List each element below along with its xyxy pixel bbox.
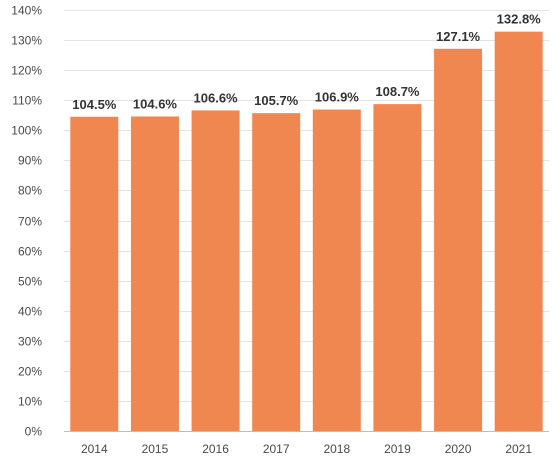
y-tick-label: 110%	[12, 94, 42, 108]
bar-2014	[70, 116, 119, 431]
y-tick-label: 40%	[18, 305, 42, 319]
data-label-2021: 132.8%	[497, 12, 542, 27]
data-label-2017: 105.7%	[254, 93, 299, 108]
y-tick-label: 50%	[18, 275, 42, 289]
y-tick-label: 0%	[25, 425, 43, 439]
x-tick-label-2020: 2020	[445, 442, 472, 456]
bars	[70, 31, 543, 432]
bar-2018	[312, 109, 361, 431]
data-label-2020: 127.1%	[436, 29, 481, 44]
data-label-2018: 106.9%	[315, 90, 360, 105]
y-axis-ticks: 0% 10% 20% 30% 40% 50% 60% 70% 80% 90% 100% 110% 120…	[11, 4, 42, 439]
y-tick-label: 30%	[18, 335, 42, 349]
y-tick-label: 90%	[18, 154, 42, 168]
x-tick-label-2015: 2015	[142, 442, 169, 456]
data-labels: 104.5% 104.6% 106.6% 105.7% 106.9% 108.7% 127.…	[72, 12, 541, 112]
bar-2016	[191, 110, 240, 431]
x-tick-label-2017: 2017	[263, 442, 290, 456]
bar-2017	[252, 113, 301, 432]
data-label-2016: 106.6%	[194, 90, 239, 105]
x-tick-label-2016: 2016	[202, 442, 229, 456]
y-tick-label: 130%	[11, 34, 42, 48]
data-label-2019: 108.7%	[375, 84, 420, 99]
x-tick-label-2018: 2018	[323, 442, 350, 456]
y-tick-label: 70%	[18, 215, 42, 229]
bar-2020	[434, 48, 483, 431]
data-label-2015: 104.6%	[133, 96, 178, 111]
bar-2015	[130, 116, 179, 432]
y-tick-label: 80%	[18, 184, 42, 198]
bar-2019	[373, 104, 422, 432]
x-axis-ticks: 2014 2015 2016 2017 2018 2019 2020 2021	[81, 442, 532, 456]
x-tick-label-2019: 2019	[384, 442, 411, 456]
data-label-2014: 104.5%	[72, 97, 117, 112]
y-tick-label: 10%	[18, 395, 42, 409]
x-tick-label-2014: 2014	[81, 442, 108, 456]
y-tick-label: 100%	[11, 124, 42, 138]
y-tick-label: 140%	[11, 4, 42, 18]
y-tick-label: 60%	[18, 245, 42, 259]
y-tick-label: 120%	[11, 64, 42, 78]
bar-2021	[494, 31, 543, 431]
y-tick-label: 20%	[18, 365, 42, 379]
x-tick-label-2021: 2021	[505, 442, 532, 456]
